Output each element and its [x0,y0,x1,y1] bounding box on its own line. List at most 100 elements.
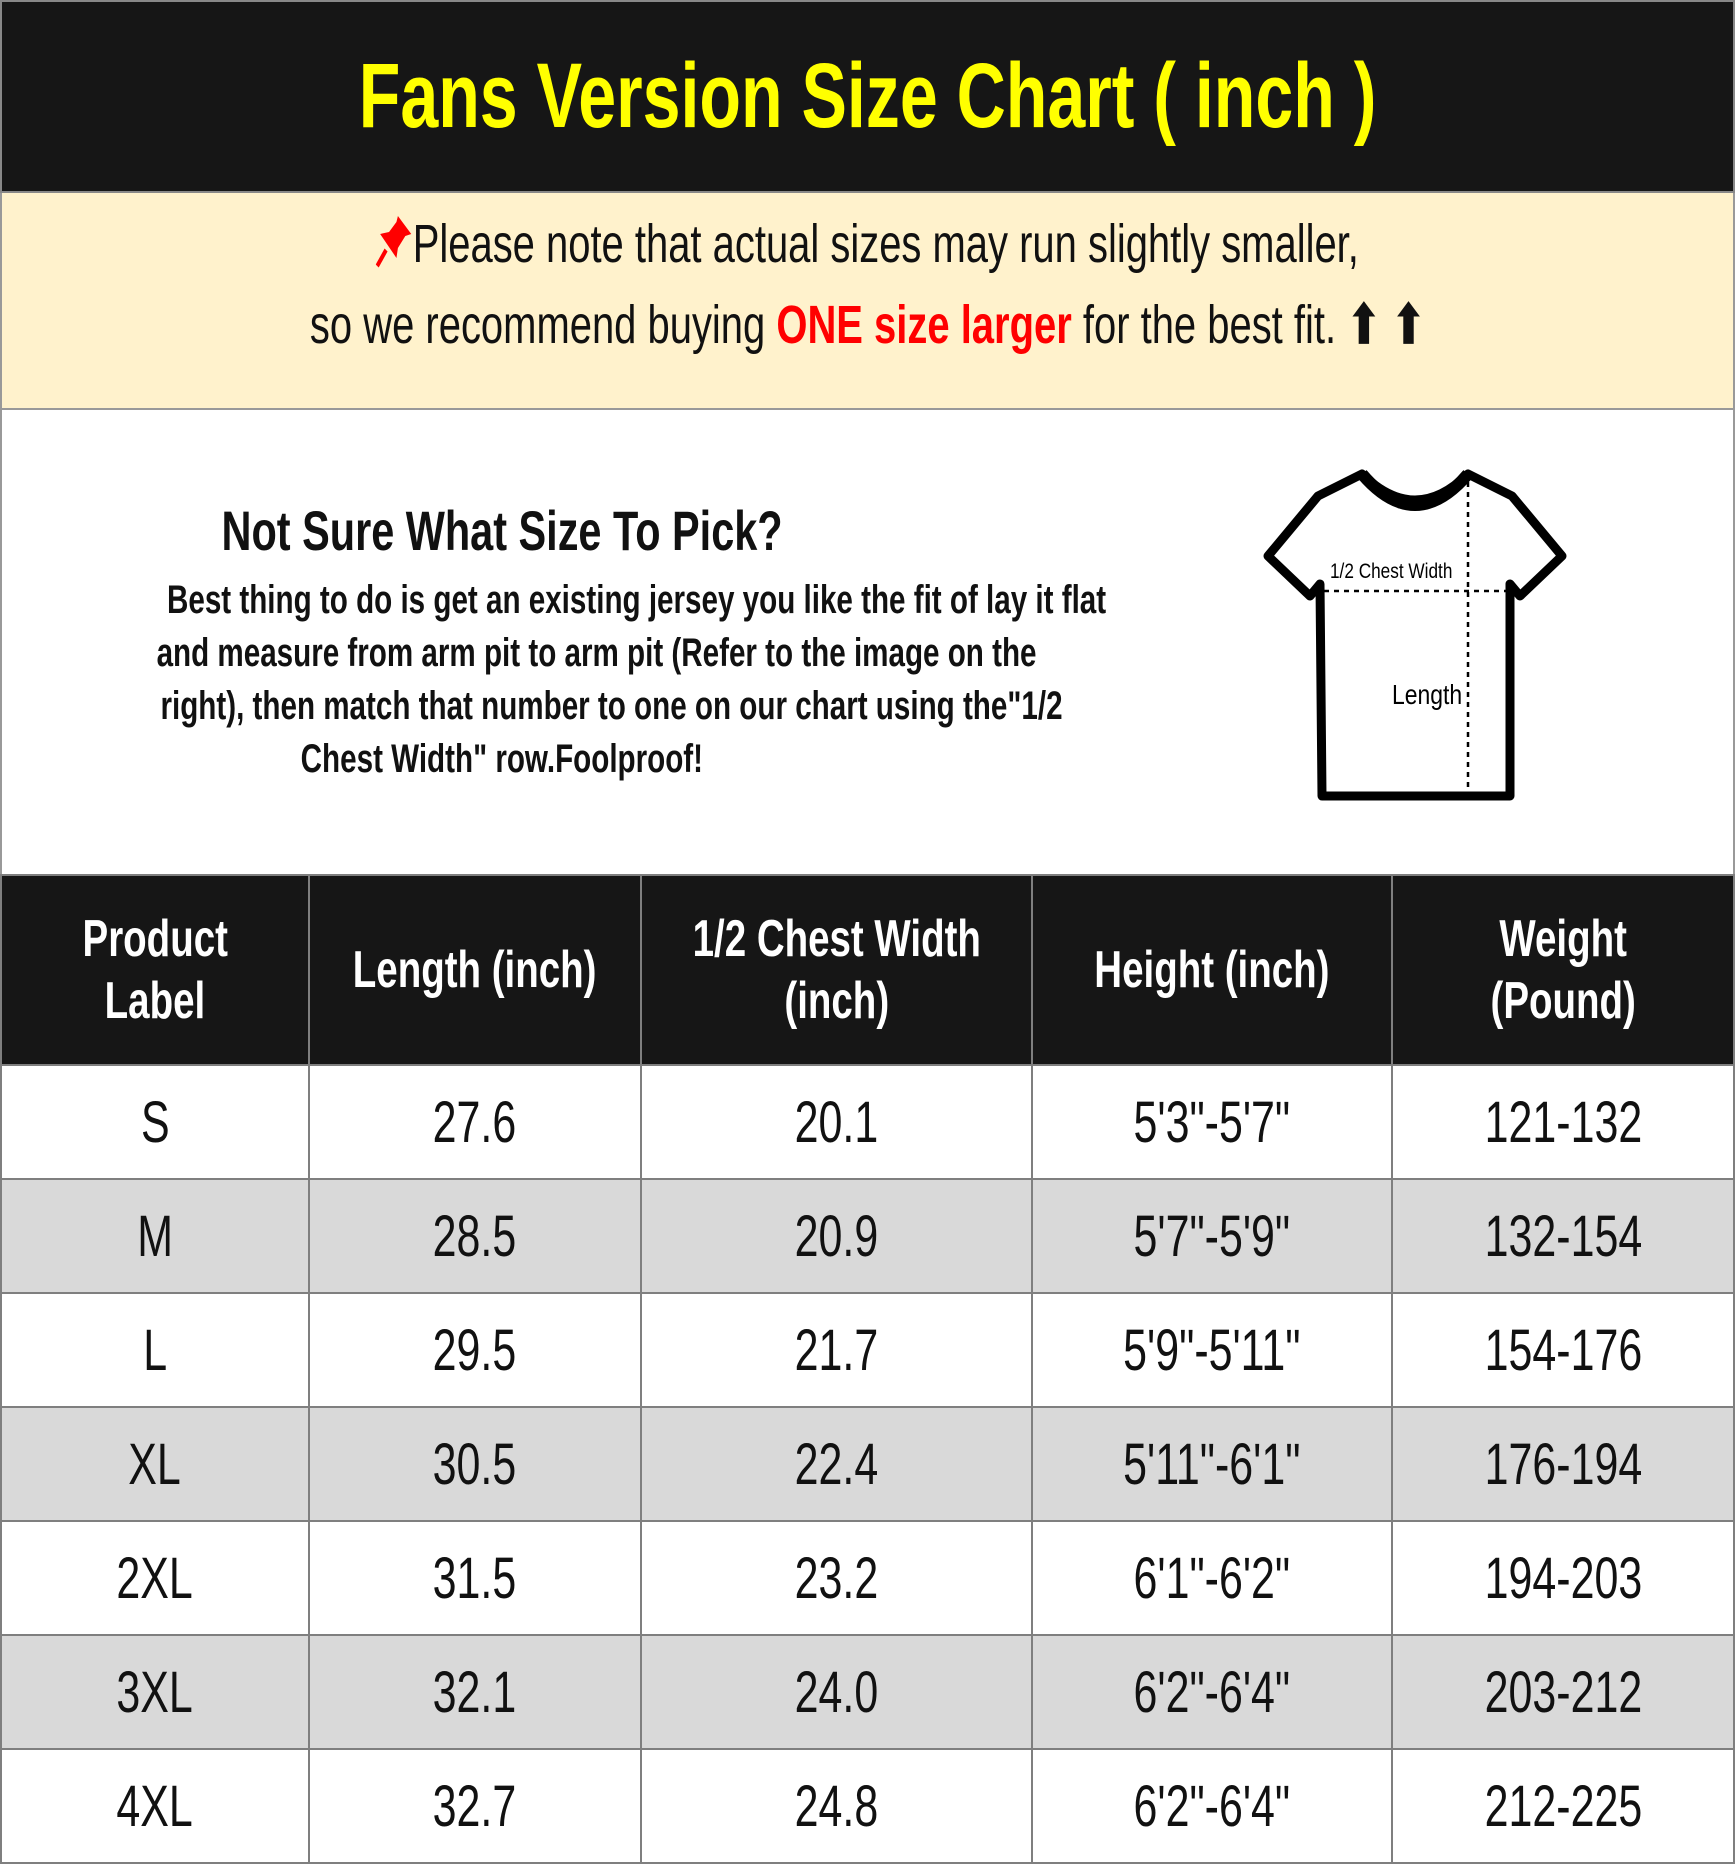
table-cell: 5'9"-5'11" [1031,1292,1394,1408]
note-text-3: for the best fit. [1071,295,1348,355]
cell-value: 5'9"-5'11" [1123,1317,1301,1383]
table-cell: 203-212 [1391,1634,1735,1750]
table-row: XL 30.5 22.4 5'11"-6'1" 176-194 [0,1406,1735,1522]
table-cell: 4XL [0,1748,310,1864]
column-header-text: 1/2 Chest Width [692,909,981,968]
cell-value: 176-194 [1484,1431,1642,1497]
sizing-note: Please note that actual sizes may run sl… [0,193,1735,410]
cell-value: 5'7"-5'9" [1133,1203,1291,1269]
cell-value: 24.0 [794,1659,879,1725]
table-cell: 2XL [0,1520,310,1636]
cell-value: 32.1 [432,1659,517,1725]
guide-line: Chest Width" row.Foolproof! [300,737,704,781]
table-cell: 176-194 [1391,1406,1735,1522]
column-header-text: Label [104,972,206,1030]
table-cell: 22.4 [639,1406,1034,1522]
guide-line: and measure from arm pit to arm pit (Ref… [156,631,1037,675]
column-header-text: Weight [1499,909,1627,968]
column-header: Height (inch) [1031,874,1394,1066]
table-cell: M [0,1178,310,1294]
table-cell: 21.7 [639,1292,1034,1408]
table-cell: 23.2 [639,1520,1034,1636]
column-header-text: Product [82,909,228,968]
cell-value: 24.8 [794,1773,879,1839]
table-cell: 20.9 [639,1178,1034,1294]
table-row: M 28.5 20.9 5'7"-5'9" 132-154 [0,1178,1735,1294]
table-cell: XL [0,1406,310,1522]
cell-value: 22.4 [794,1431,879,1497]
chest-width-label: 1/2 Chest Width [1330,561,1452,584]
table-row: 3XL 32.1 24.0 6'2"-6'4" 203-212 [0,1634,1735,1750]
guide-heading: Not Sure What Size To Pick? [221,499,783,562]
table-cell: 6'2"-6'4" [1031,1634,1394,1750]
table-cell: 27.6 [307,1064,642,1180]
table-cell: 5'11"-6'1" [1031,1406,1394,1522]
cell-value: 5'3"-5'7" [1133,1089,1291,1155]
table-cell: 3XL [0,1634,310,1750]
pushpin-icon [375,216,412,268]
cell-value: 194-203 [1484,1545,1642,1611]
table-cell: 31.5 [307,1520,642,1636]
note-highlight: ONE size larger [776,295,1072,355]
column-header-text: (Pound) [1490,972,1636,1030]
size-table: Product Label Length (inch) 1/2 Chest Width… [0,874,1735,1864]
table-cell: S [0,1064,310,1180]
cell-value: 6'1"-6'2" [1133,1545,1291,1611]
cell-value: 132-154 [1484,1203,1642,1269]
table-cell: 24.0 [639,1634,1034,1750]
length-label: Length [1392,680,1462,711]
table-cell: 28.5 [307,1178,642,1294]
table-cell: 24.8 [639,1748,1034,1864]
cell-value: 21.7 [794,1317,879,1383]
table-row: 2XL 31.5 23.2 6'1"-6'2" 194-203 [0,1520,1735,1636]
cell-value: 5'11"-6'1" [1123,1431,1301,1497]
cell-value: 29.5 [432,1317,517,1383]
cell-value: 154-176 [1484,1317,1642,1383]
page-title: Fans Version Size Chart ( inch ) [358,45,1377,147]
table-cell: 32.7 [307,1748,642,1864]
cell-value: S [140,1089,170,1155]
cell-value: 31.5 [432,1545,517,1611]
cell-value: 30.5 [432,1431,517,1497]
column-header-text: Height (inch) [1094,940,1330,999]
up-arrows-icon: ⬆ ⬆ [1347,295,1426,355]
cell-value: 121-132 [1484,1089,1642,1155]
guide-line: right), then match that number to one on… [160,684,1063,728]
table-cell: 5'3"-5'7" [1031,1064,1394,1180]
cell-value: 23.2 [794,1545,879,1611]
note-text-2: so we recommend buying [309,295,777,355]
table-cell: 6'1"-6'2" [1031,1520,1394,1636]
table-row: S 27.6 20.1 5'3"-5'7" 121-132 [0,1064,1735,1180]
cell-value: 2XL [116,1545,194,1611]
cell-value: 20.1 [794,1089,879,1155]
note-text-1: Please note that actual sizes may run sl… [412,214,1360,274]
guide-line: Best thing to do is get an existing jers… [166,578,1107,622]
title-banner: Fans Version Size Chart ( inch ) [0,0,1735,193]
note-line-1: Please note that actual sizes may run sl… [375,213,1360,275]
table-row: 4XL 32.7 24.8 6'2"-6'4" 212-225 [0,1748,1735,1864]
column-header: 1/2 Chest Width (inch) [639,874,1034,1066]
table-cell: 132-154 [1391,1178,1735,1294]
cell-value: 32.7 [432,1773,517,1839]
table-row: L 29.5 21.7 5'9"-5'11" 154-176 [0,1292,1735,1408]
cell-value: 6'2"-6'4" [1133,1659,1291,1725]
table-cell: 29.5 [307,1292,642,1408]
cell-value: 6'2"-6'4" [1133,1773,1291,1839]
measure-guide: Not Sure What Size To Pick? Best thing t… [0,410,1735,874]
table-cell: L [0,1292,310,1408]
column-header-text: (inch) [783,972,889,1030]
cell-value: 3XL [116,1659,194,1725]
table-cell: 32.1 [307,1634,642,1750]
table-cell: 30.5 [307,1406,642,1522]
tshirt-diagram: 1/2 Chest Width Length [1263,469,1567,801]
column-header-text: Length (inch) [352,940,597,999]
cell-value: 27.6 [432,1089,517,1155]
note-line-2: so we recommend buying ONE size larger f… [310,293,1425,356]
table-cell: 6'2"-6'4" [1031,1748,1394,1864]
table-cell: 5'7"-5'9" [1031,1178,1394,1294]
column-header: Product Label [0,874,310,1066]
cell-value: 28.5 [432,1203,517,1269]
cell-value: 4XL [116,1773,194,1839]
cell-value: 212-225 [1484,1773,1642,1839]
cell-value: M [136,1203,173,1269]
